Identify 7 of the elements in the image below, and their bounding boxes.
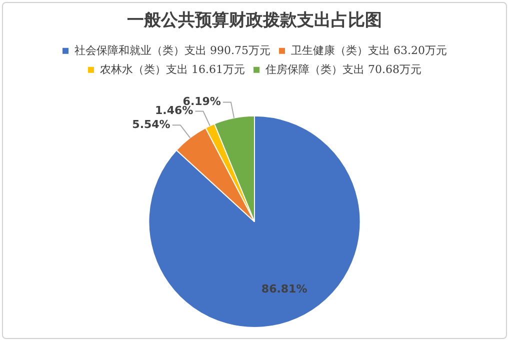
data-label: 86.81%: [261, 282, 308, 296]
legend-label: 卫生健康（类）支出 63.20万元: [291, 44, 447, 57]
chart-title: 一般公共预算财政拨款支出占比图: [127, 10, 382, 31]
legend-label: 社会保障和就业（类）支出 990.75万元: [74, 44, 271, 57]
data-label: 5.54%: [132, 118, 170, 131]
legend-label: 农林水（类）支出 16.61万元: [100, 62, 246, 76]
legend-label: 住房保障（类）支出 70.68万元: [266, 62, 422, 76]
